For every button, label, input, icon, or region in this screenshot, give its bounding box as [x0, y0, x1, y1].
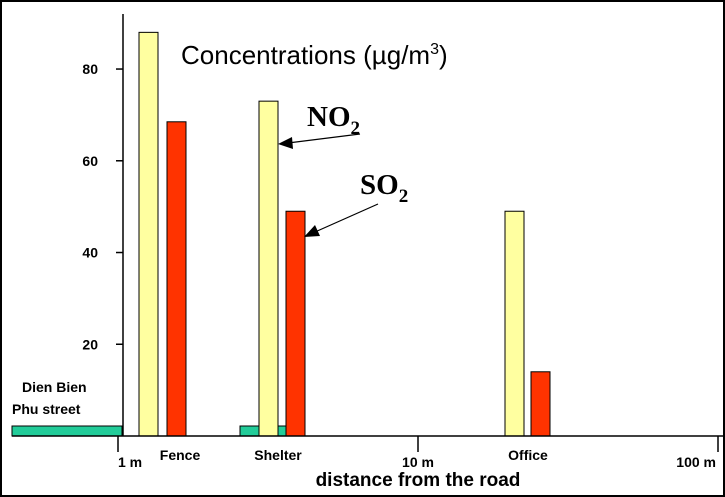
chart-title-superscript: 3 — [430, 41, 439, 58]
no2-annotation-main: NO — [307, 101, 351, 133]
y-tick-label: 40 — [82, 245, 98, 261]
so2-annotation: SO2 — [360, 169, 408, 207]
so2-annotation-main: SO — [360, 169, 399, 201]
category-label-shelter: Shelter — [254, 447, 302, 463]
street-label-line2: Phu street — [12, 401, 81, 417]
x-ticks-group: 1 m 10 m 100 m — [117, 436, 719, 470]
x-axis-label: distance from the road — [316, 470, 521, 491]
no2-annotation-sub: 2 — [351, 118, 361, 139]
street-label-line1: Dien Bien — [22, 379, 87, 395]
y-tick-label: 20 — [82, 336, 98, 352]
bar-so2-office — [530, 371, 551, 437]
bars-group — [138, 31, 551, 437]
no2-arrow — [279, 133, 361, 145]
category-label-fence: Fence — [160, 447, 201, 463]
bar-so2-shelter — [285, 210, 306, 437]
chart-title: Concentrations (µg/m3) — [181, 40, 448, 70]
road-marker — [11, 425, 123, 437]
no2-arrowhead — [278, 137, 293, 149]
chart-title-main: Concentrations (µg/m — [181, 40, 430, 70]
x-tick-label: 1 m — [118, 454, 142, 470]
bar-no2-office — [504, 210, 525, 437]
x-tick-label: 100 m — [676, 454, 716, 470]
y-tick-label: 60 — [82, 153, 98, 169]
so2-arrowhead — [304, 225, 320, 237]
y-tick-label: 80 — [82, 61, 98, 77]
no2-annotation: NO2 — [307, 101, 360, 139]
y-ticks-group: 20 40 60 80 — [82, 61, 123, 352]
so2-annotation-sub: 2 — [399, 186, 409, 207]
bar-so2-fence — [166, 121, 187, 437]
x-tick-label: 10 m — [402, 454, 434, 470]
so2-arrow — [305, 203, 379, 237]
bar-no2-shelter — [258, 100, 279, 437]
category-label-office: Office — [508, 447, 548, 463]
bar-no2-fence — [138, 31, 159, 437]
chart-title-suffix: ) — [439, 40, 448, 70]
